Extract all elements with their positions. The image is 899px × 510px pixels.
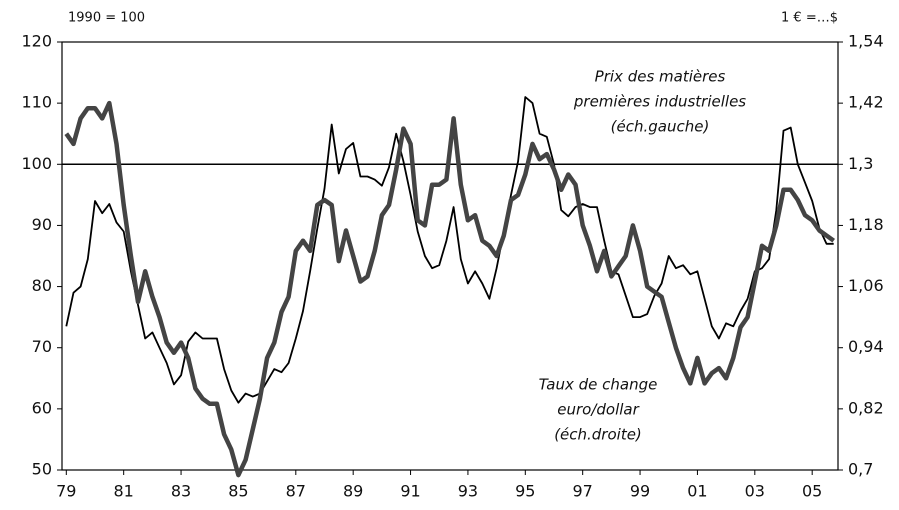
x-tick-label: 05 <box>802 482 822 501</box>
x-tick-label: 01 <box>687 482 707 501</box>
y2-tick-label: 0,7 <box>848 460 873 479</box>
left-unit: 1990 = 100 <box>68 11 145 26</box>
x-tick-label: 83 <box>171 482 191 501</box>
right-unit: 1 € =…$ <box>781 11 838 26</box>
series-annotation: premières industrielles <box>573 93 746 111</box>
series-annotation: euro/dollar <box>557 401 639 419</box>
plot-frame <box>61 41 839 471</box>
y2-tick-label: 1,42 <box>848 93 884 112</box>
y2-tick-label: 0,94 <box>848 337 884 356</box>
series-annotation: (éch.gauche) <box>611 118 710 136</box>
series-annotation: Prix des matières <box>595 68 726 86</box>
x-tick-label: 79 <box>56 482 76 501</box>
x-tick-label: 85 <box>228 482 248 501</box>
x-tick-label: 99 <box>630 482 650 501</box>
y2-tick-label: 0,82 <box>848 398 884 417</box>
x-tick-label: 87 <box>286 482 306 501</box>
y-tick-label: 110 <box>21 93 52 112</box>
y2-tick-label: 1,18 <box>848 215 884 234</box>
series-line <box>65 96 834 404</box>
y2-tick-label: 1,06 <box>848 276 884 295</box>
y-tick-label: 120 <box>21 32 52 51</box>
y-tick-label: 60 <box>32 398 52 417</box>
x-tick-label: 81 <box>113 482 133 501</box>
x-tick-label: 95 <box>515 482 535 501</box>
y-tick-label: 100 <box>21 154 52 173</box>
y2-tick-label: 1,3 <box>848 154 873 173</box>
y2-tick-label: 1,54 <box>848 32 884 51</box>
y-tick-label: 70 <box>32 337 52 356</box>
x-tick-label: 91 <box>400 482 420 501</box>
x-tick-label: 89 <box>343 482 363 501</box>
x-tick-label: 93 <box>458 482 478 501</box>
series-annotation: (éch.droite) <box>554 426 642 444</box>
y-tick-label: 50 <box>32 460 52 479</box>
series-annotation: Taux de change <box>539 376 658 394</box>
x-tick-label: 03 <box>745 482 765 501</box>
y-tick-label: 90 <box>32 215 52 234</box>
y-tick-label: 80 <box>32 276 52 295</box>
x-tick-label: 97 <box>573 482 593 501</box>
series-line <box>64 100 836 478</box>
